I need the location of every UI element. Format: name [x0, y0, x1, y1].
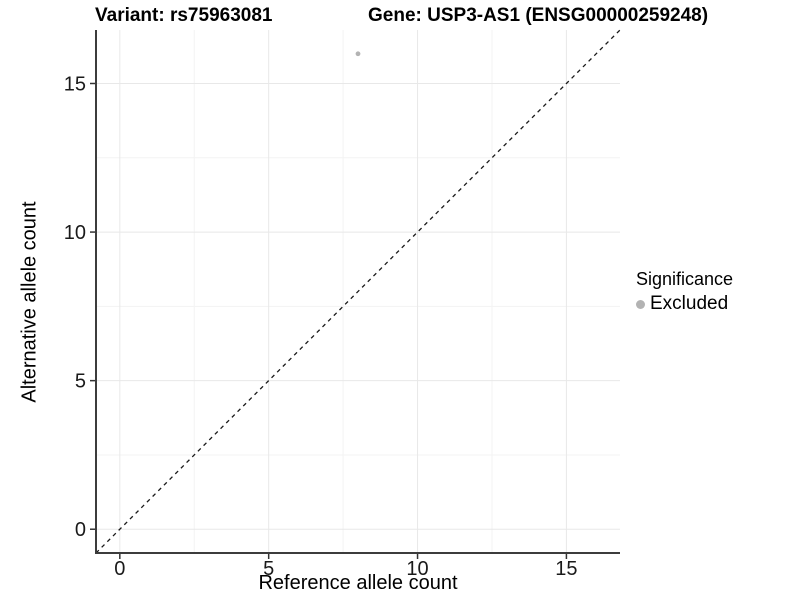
plot-title-gene: Gene: USP3-AS1 (ENSG00000259248) [368, 5, 709, 26]
y-axis-title: Alternative allele count [18, 201, 41, 403]
x-tick-label: 0 [114, 558, 125, 580]
data-point [355, 51, 361, 57]
x-tick-label: 10 [406, 558, 428, 580]
legend-point-icon [636, 299, 645, 309]
y-tick-label: 15 [64, 73, 86, 95]
plot-title-variant: Variant: rs75963081 [95, 5, 273, 26]
x-tick-label: 15 [555, 558, 577, 580]
legend: Significance Excluded [636, 269, 733, 315]
y-tick-label: 10 [64, 222, 86, 244]
y-tick-label: 0 [75, 519, 86, 541]
legend-title: Significance [636, 269, 734, 289]
legend-item-excluded: Excluded [636, 293, 733, 315]
identity-dashed-line [95, 29, 621, 554]
x-axis-title: Reference allele count [258, 572, 458, 594]
x-tick-label: 5 [263, 558, 274, 580]
y-tick-label: 5 [75, 371, 86, 393]
legend-item-label: Excluded [650, 293, 729, 314]
